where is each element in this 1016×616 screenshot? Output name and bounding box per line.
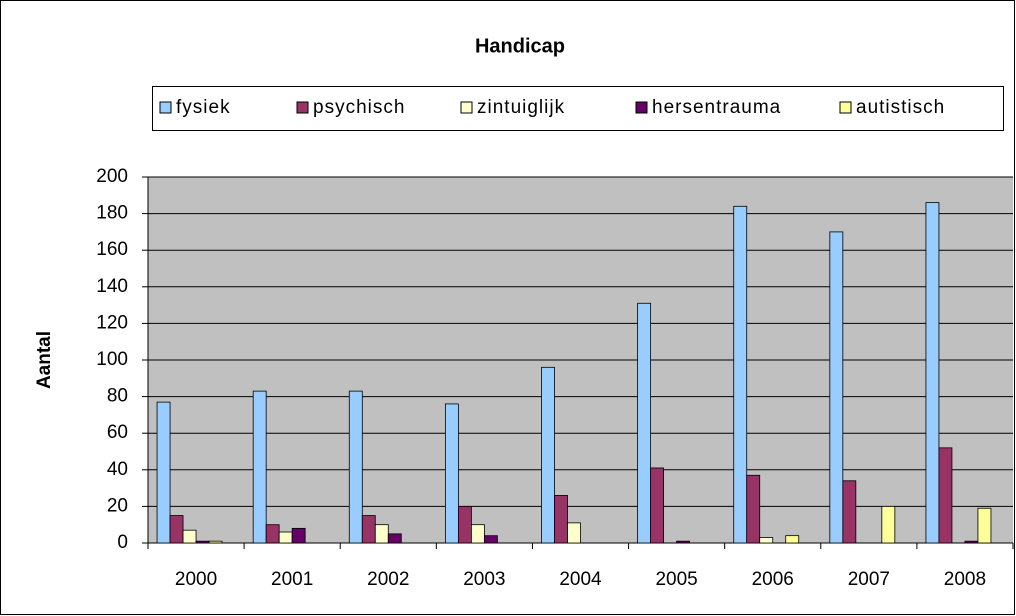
bar — [374, 524, 389, 544]
x-tick-label: 2003 — [463, 569, 505, 590]
y-axis-title: Aantal — [34, 331, 55, 389]
legend-label: zintuiglijk — [477, 97, 565, 118]
y-tick-label: 40 — [107, 459, 128, 480]
x-tick-label: 2005 — [655, 569, 697, 590]
bar — [746, 474, 761, 544]
legend-swatch — [839, 101, 852, 114]
bar — [925, 202, 940, 544]
bar — [554, 495, 568, 544]
bar — [759, 537, 774, 544]
y-tick-label: 180 — [96, 203, 128, 224]
x-tick-label: 2007 — [848, 569, 890, 590]
bar — [457, 505, 472, 544]
bar — [291, 527, 306, 544]
legend-label: psychisch — [313, 97, 405, 118]
bar — [881, 505, 896, 544]
bar — [483, 535, 498, 544]
bar — [361, 515, 376, 544]
y-tick-label: 60 — [107, 422, 128, 443]
bar — [977, 507, 992, 544]
bar — [182, 529, 197, 544]
x-tick-label: 2008 — [944, 569, 986, 590]
y-tick-label: 0 — [117, 532, 128, 553]
bar — [964, 540, 979, 544]
x-tick-label: 2002 — [367, 569, 409, 590]
legend-label: fysiek — [176, 97, 231, 118]
bar — [252, 390, 267, 544]
bar — [278, 531, 293, 544]
y-tick-label: 160 — [96, 239, 128, 260]
y-tick-label: 120 — [96, 312, 128, 333]
bar — [829, 231, 844, 544]
y-tick-label: 140 — [96, 276, 128, 297]
bar — [785, 535, 800, 544]
x-tick-label: 2004 — [559, 569, 602, 590]
bar — [676, 540, 691, 544]
legend-swatch — [635, 101, 648, 114]
legend-label: autistisch — [856, 97, 945, 118]
legend-swatch — [296, 101, 309, 114]
bar — [195, 540, 210, 544]
y-tick-label: 200 — [96, 166, 128, 187]
bar — [156, 401, 171, 544]
y-tick-label: 20 — [107, 495, 128, 516]
bar — [470, 524, 485, 544]
bar — [541, 366, 555, 544]
bar — [348, 390, 363, 544]
bar — [169, 515, 184, 544]
bar — [208, 540, 223, 544]
bar — [387, 533, 402, 544]
bar — [938, 447, 953, 544]
legend-box — [152, 86, 1004, 131]
bar — [842, 480, 857, 544]
bar — [650, 467, 665, 544]
bar — [444, 403, 459, 544]
bar — [567, 522, 581, 544]
y-tick-label: 80 — [107, 386, 128, 407]
x-tick-label: 2000 — [175, 569, 217, 590]
bar — [265, 524, 280, 544]
legend-swatch — [159, 101, 172, 114]
bar — [637, 302, 652, 544]
x-tick-label: 2001 — [271, 569, 313, 590]
bar — [733, 205, 748, 544]
y-tick-label: 100 — [96, 349, 128, 370]
legend-label: hersentrauma — [652, 97, 781, 118]
x-tick-label: 2006 — [752, 569, 794, 590]
chart-title: Handicap — [475, 35, 565, 57]
legend-swatch — [460, 101, 473, 114]
